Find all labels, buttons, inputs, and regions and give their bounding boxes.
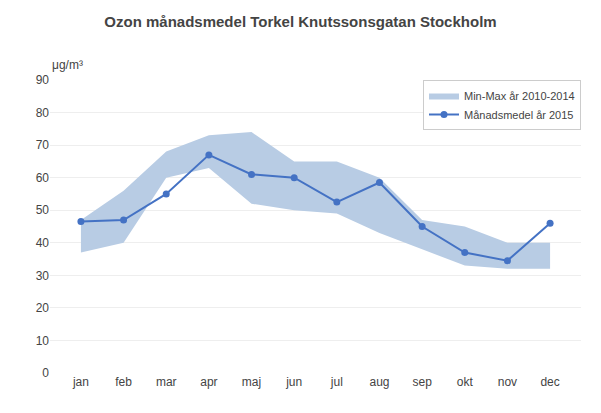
svg-text:50: 50 xyxy=(36,203,50,217)
svg-text:Ozon månadsmedel Torkel Knutss: Ozon månadsmedel Torkel Knutssonsgatan S… xyxy=(104,13,496,30)
svg-text:Min-Max år 2010-2014: Min-Max år 2010-2014 xyxy=(464,90,575,102)
svg-text:70: 70 xyxy=(36,138,50,152)
svg-text:okt: okt xyxy=(457,375,474,389)
svg-text:aug: aug xyxy=(369,375,389,389)
svg-text:jul: jul xyxy=(330,375,343,389)
svg-text:60: 60 xyxy=(36,171,50,185)
svg-text:mar: mar xyxy=(156,375,177,389)
svg-text:nov: nov xyxy=(498,375,517,389)
svg-text:dec: dec xyxy=(540,375,559,389)
svg-text:sep: sep xyxy=(412,375,432,389)
svg-text:80: 80 xyxy=(36,106,50,120)
svg-text:Månadsmedel år 2015: Månadsmedel år 2015 xyxy=(464,109,573,121)
svg-text:apr: apr xyxy=(200,375,217,389)
svg-text:0: 0 xyxy=(42,366,49,380)
svg-text:90: 90 xyxy=(36,73,50,87)
svg-text:jan: jan xyxy=(72,375,89,389)
svg-text:feb: feb xyxy=(115,375,132,389)
svg-text:20: 20 xyxy=(36,301,50,315)
svg-text:10: 10 xyxy=(36,334,50,348)
svg-text:maj: maj xyxy=(242,375,261,389)
svg-text:30: 30 xyxy=(36,269,50,283)
svg-text:μg/m³: μg/m³ xyxy=(52,58,83,72)
svg-text:jun: jun xyxy=(285,375,302,389)
svg-text:40: 40 xyxy=(36,236,50,250)
